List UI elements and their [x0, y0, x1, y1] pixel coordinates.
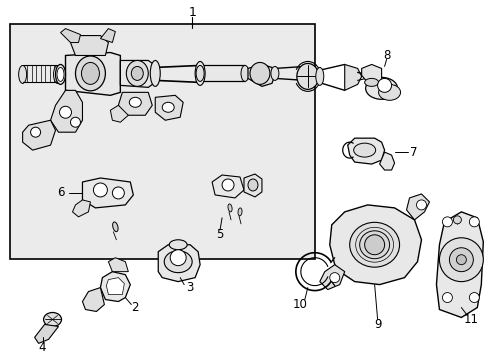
Ellipse shape: [227, 204, 232, 212]
Bar: [200, 66, 244, 81]
Polygon shape: [212, 175, 244, 198]
Text: 4: 4: [39, 341, 46, 354]
Polygon shape: [82, 178, 133, 208]
Ellipse shape: [56, 64, 65, 84]
Circle shape: [170, 250, 186, 266]
Ellipse shape: [129, 97, 141, 107]
Ellipse shape: [150, 60, 160, 86]
Ellipse shape: [370, 71, 378, 81]
Ellipse shape: [296, 63, 318, 89]
Circle shape: [222, 179, 234, 191]
Polygon shape: [329, 205, 421, 285]
Polygon shape: [100, 28, 115, 42]
Ellipse shape: [241, 66, 248, 81]
Circle shape: [31, 127, 41, 137]
Polygon shape: [72, 200, 90, 217]
Polygon shape: [406, 194, 428, 220]
Ellipse shape: [43, 312, 61, 327]
Ellipse shape: [238, 208, 242, 216]
Polygon shape: [379, 152, 394, 170]
Circle shape: [70, 117, 81, 127]
Ellipse shape: [162, 102, 174, 112]
Ellipse shape: [19, 66, 26, 84]
Ellipse shape: [359, 231, 389, 259]
Polygon shape: [106, 278, 124, 294]
Text: 8: 8: [382, 49, 389, 62]
Polygon shape: [50, 90, 82, 132]
Ellipse shape: [353, 143, 375, 157]
Text: 3: 3: [186, 281, 193, 294]
Circle shape: [442, 217, 451, 227]
Polygon shape: [108, 258, 128, 272]
Circle shape: [468, 217, 478, 227]
Polygon shape: [110, 105, 128, 122]
Ellipse shape: [164, 251, 192, 273]
Ellipse shape: [249, 62, 269, 84]
Text: 11: 11: [463, 313, 478, 326]
Polygon shape: [347, 138, 384, 164]
Circle shape: [364, 235, 384, 255]
Polygon shape: [70, 36, 108, 55]
Ellipse shape: [452, 216, 461, 224]
Ellipse shape: [365, 77, 397, 99]
Polygon shape: [344, 64, 361, 90]
Ellipse shape: [81, 62, 99, 84]
Polygon shape: [361, 64, 381, 82]
Polygon shape: [158, 245, 200, 282]
Text: 5: 5: [216, 228, 224, 241]
Polygon shape: [247, 64, 274, 86]
Circle shape: [439, 238, 482, 282]
Ellipse shape: [378, 84, 400, 100]
Ellipse shape: [349, 222, 399, 267]
Polygon shape: [82, 288, 104, 311]
Polygon shape: [155, 95, 183, 120]
Circle shape: [112, 187, 124, 199]
Ellipse shape: [131, 67, 143, 80]
Text: 10: 10: [292, 298, 306, 311]
Ellipse shape: [53, 66, 61, 84]
Polygon shape: [120, 60, 155, 87]
Text: 7: 7: [408, 145, 416, 159]
Circle shape: [60, 106, 71, 118]
Ellipse shape: [247, 179, 258, 191]
Text: 2: 2: [131, 301, 139, 314]
Circle shape: [468, 293, 478, 302]
Ellipse shape: [126, 60, 148, 86]
Text: 6: 6: [57, 186, 64, 199]
Polygon shape: [35, 324, 59, 343]
Circle shape: [455, 255, 466, 265]
Ellipse shape: [364, 78, 378, 86]
Bar: [10, 24, 315, 259]
Polygon shape: [22, 120, 56, 150]
Polygon shape: [118, 92, 152, 115]
Ellipse shape: [112, 222, 118, 232]
Ellipse shape: [196, 66, 203, 81]
Circle shape: [93, 183, 107, 197]
Polygon shape: [244, 174, 262, 197]
Polygon shape: [436, 212, 482, 318]
Circle shape: [329, 273, 339, 283]
Ellipse shape: [270, 67, 278, 80]
Circle shape: [377, 78, 391, 92]
Circle shape: [416, 200, 426, 210]
Ellipse shape: [75, 56, 105, 91]
Polygon shape: [65, 53, 120, 95]
Ellipse shape: [195, 62, 204, 85]
Ellipse shape: [57, 67, 64, 81]
Ellipse shape: [315, 67, 323, 85]
Polygon shape: [100, 272, 130, 302]
Text: 1: 1: [188, 6, 196, 19]
Circle shape: [442, 293, 451, 302]
Text: 9: 9: [373, 318, 381, 331]
Polygon shape: [319, 265, 344, 289]
Circle shape: [448, 248, 472, 272]
Polygon shape: [61, 28, 81, 42]
Ellipse shape: [169, 240, 187, 250]
